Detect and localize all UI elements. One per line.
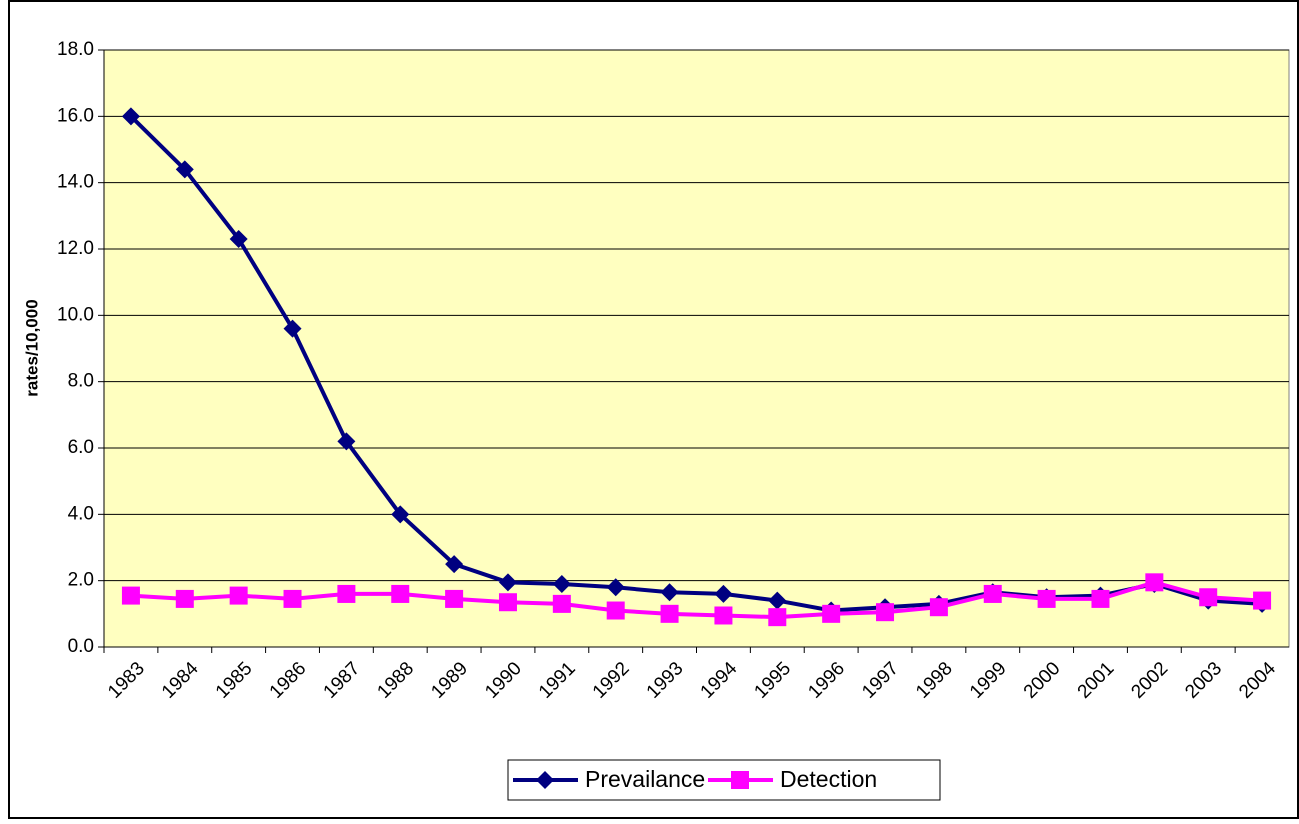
point xyxy=(283,589,302,608)
legend-marker xyxy=(536,771,554,789)
legend-label: Prevailance xyxy=(585,766,705,792)
point xyxy=(445,589,464,608)
point xyxy=(552,574,571,593)
point xyxy=(1037,589,1056,608)
point xyxy=(229,586,248,605)
point xyxy=(121,586,140,605)
point xyxy=(606,601,625,620)
y-tick-label: 14.0 xyxy=(57,172,94,193)
series-line xyxy=(130,580,1263,620)
point xyxy=(175,589,194,608)
point xyxy=(229,230,248,249)
y-tick-label: 2.0 xyxy=(68,570,94,591)
y-axis-label: rates/10,000 xyxy=(22,299,41,396)
y-tick-label: 6.0 xyxy=(68,437,94,458)
point xyxy=(876,603,895,622)
point xyxy=(498,573,517,592)
point xyxy=(929,598,948,617)
y-tick-label: 12.0 xyxy=(57,238,94,259)
point xyxy=(1199,588,1218,607)
point xyxy=(283,319,302,338)
point xyxy=(1145,573,1164,592)
point xyxy=(660,604,679,623)
legend-label: Detection xyxy=(780,766,877,792)
y-tick-label: 0.0 xyxy=(68,636,94,657)
point xyxy=(983,584,1002,603)
y-tick-label: 4.0 xyxy=(68,503,94,524)
point xyxy=(175,160,194,179)
plot-area xyxy=(103,49,1290,648)
point xyxy=(714,606,733,625)
point xyxy=(1091,589,1110,608)
point xyxy=(768,608,787,627)
point xyxy=(391,584,410,603)
point xyxy=(768,591,787,610)
series-line xyxy=(129,114,1263,613)
y-tick-label: 16.0 xyxy=(57,105,94,126)
point xyxy=(445,555,464,574)
point xyxy=(391,505,410,524)
point xyxy=(121,107,140,126)
y-tick-label: 18.0 xyxy=(57,39,94,60)
point xyxy=(337,432,356,451)
point xyxy=(1253,591,1272,610)
y-tick-label: 10.0 xyxy=(57,304,94,325)
point xyxy=(714,584,733,603)
point xyxy=(498,593,517,612)
point xyxy=(606,578,625,597)
legend-marker xyxy=(731,771,749,789)
point xyxy=(822,604,841,623)
point xyxy=(660,583,679,602)
point xyxy=(337,584,356,603)
y-tick-label: 8.0 xyxy=(68,371,94,392)
point xyxy=(552,594,571,613)
